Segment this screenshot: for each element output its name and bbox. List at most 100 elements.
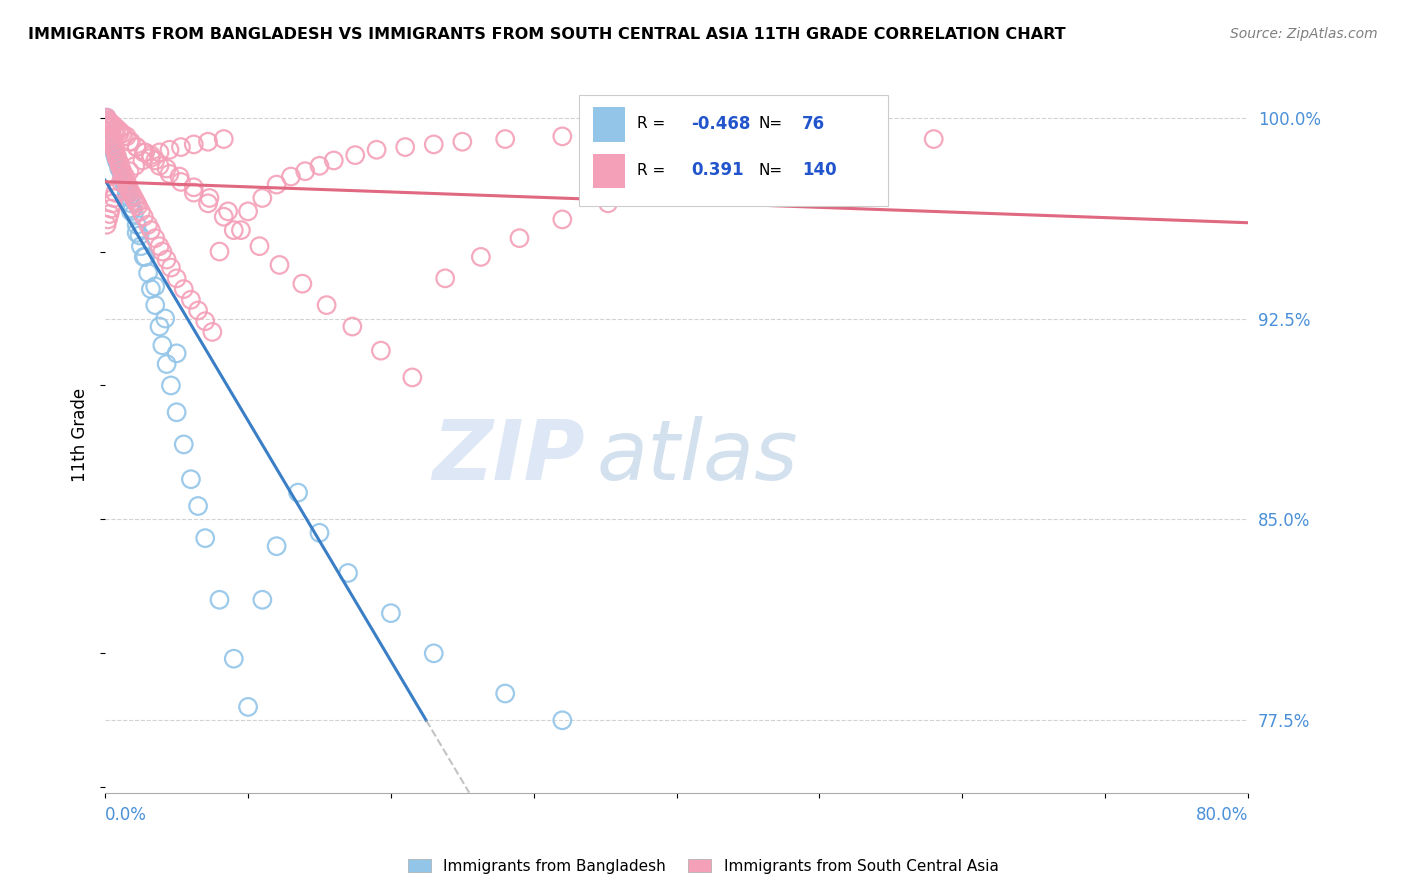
Point [156, 161, 179, 176]
Point [111, 172, 134, 186]
Point [108, 161, 131, 176]
Point [118, 191, 141, 205]
Point [124, 159, 146, 173]
Point [105, 151, 128, 165]
Point [222, 651, 245, 665]
Point [103, 140, 125, 154]
Y-axis label: 11th Grade: 11th Grade [72, 388, 89, 482]
Text: R =: R = [637, 117, 665, 131]
Point [115, 183, 138, 197]
Point [308, 525, 330, 540]
Point [266, 539, 288, 553]
Point [508, 231, 530, 245]
Point [170, 175, 193, 189]
Point [114, 172, 136, 186]
Point [134, 145, 156, 160]
Point [105, 151, 128, 165]
Point [118, 164, 141, 178]
Point [120, 135, 142, 149]
Point [104, 145, 127, 160]
Text: atlas: atlas [596, 416, 799, 497]
Point [110, 161, 132, 176]
Point [107, 180, 129, 194]
Point [132, 210, 155, 224]
Text: 0.391: 0.391 [692, 161, 744, 179]
Point [112, 172, 135, 186]
Point [101, 135, 124, 149]
Point [111, 167, 134, 181]
Point [104, 145, 127, 160]
Point [104, 121, 127, 136]
Point [98, 124, 121, 138]
Point [131, 153, 153, 168]
Point [139, 151, 162, 165]
Point [100, 132, 122, 146]
Point [105, 153, 128, 168]
Text: IMMIGRANTS FROM BANGLADESH VS IMMIGRANTS FROM SOUTH CENTRAL ASIA 11TH GRADE CORR: IMMIGRANTS FROM BANGLADESH VS IMMIGRANTS… [28, 27, 1066, 42]
Point [121, 202, 143, 216]
Point [212, 132, 235, 146]
Point [110, 175, 132, 189]
Point [127, 199, 149, 213]
Point [380, 606, 402, 620]
Text: -0.468: -0.468 [692, 115, 751, 133]
Point [294, 164, 316, 178]
Point [194, 314, 217, 328]
Point [98, 124, 121, 138]
Point [136, 266, 159, 280]
Legend: Immigrants from Bangladesh, Immigrants from South Central Asia: Immigrants from Bangladesh, Immigrants f… [402, 853, 1004, 880]
Point [229, 223, 252, 237]
Point [201, 325, 224, 339]
Point [470, 250, 492, 264]
Point [252, 191, 274, 205]
Point [121, 188, 143, 202]
Point [148, 319, 170, 334]
Point [104, 143, 127, 157]
Point [194, 531, 217, 545]
Point [100, 202, 122, 216]
Point [143, 298, 166, 312]
Point [107, 153, 129, 168]
Point [101, 135, 124, 149]
Point [315, 298, 337, 312]
Point [170, 140, 193, 154]
Point [183, 186, 205, 200]
Point [100, 129, 122, 144]
Point [115, 129, 138, 144]
Point [187, 499, 209, 513]
Point [187, 303, 209, 318]
Point [803, 148, 825, 162]
Point [280, 169, 302, 184]
Point [97, 119, 120, 133]
Point [120, 186, 142, 200]
Point [111, 164, 134, 178]
Point [156, 357, 179, 371]
Point [129, 204, 152, 219]
Point [97, 119, 120, 133]
Point [125, 140, 148, 154]
Point [125, 140, 148, 154]
Point [451, 135, 474, 149]
Point [236, 204, 259, 219]
Point [434, 271, 457, 285]
Point [159, 167, 181, 181]
Point [150, 244, 173, 259]
Point [494, 686, 516, 700]
Point [291, 277, 314, 291]
Point [183, 180, 205, 194]
Point [287, 485, 309, 500]
Point [108, 159, 131, 173]
Point [197, 135, 219, 149]
Point [143, 153, 166, 168]
Point [125, 218, 148, 232]
Text: 140: 140 [803, 161, 837, 179]
Point [118, 183, 141, 197]
Point [103, 143, 125, 157]
Point [101, 196, 124, 211]
Point [120, 196, 142, 211]
Point [101, 137, 124, 152]
Point [197, 196, 219, 211]
Text: 0.0%: 0.0% [105, 806, 148, 824]
Point [129, 239, 152, 253]
Point [97, 116, 120, 130]
